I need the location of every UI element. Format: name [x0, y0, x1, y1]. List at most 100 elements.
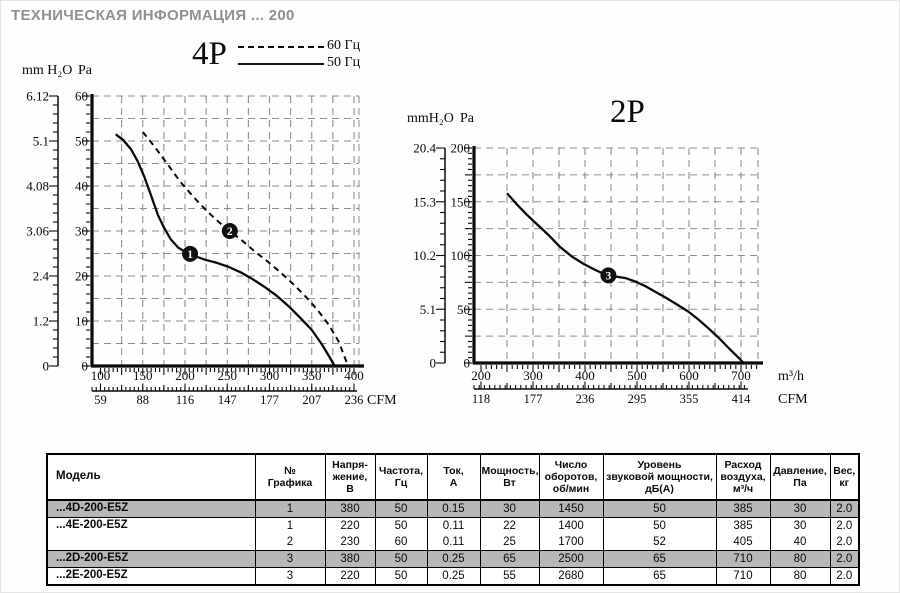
table-row: ...4E-200-E5Z 1 220 50 0.11 22 1400 50 385 30 2.0	[46, 517, 860, 551]
mmh2o-tick-label: 1.2	[33, 314, 49, 329]
cfm-tick-label: 355	[680, 392, 699, 406]
spec-table-body: ...4D-200-E5Z 1 380 50 0.15 30 1450 50 385 30 2.0.…	[46, 499, 860, 585]
table-cell: 60	[374, 534, 428, 551]
cfm-tick-label: 116	[176, 393, 194, 407]
x-tick-label: 200	[175, 368, 195, 383]
table-row: ...4D-200-E5Z 1 380 50 0.15 30 1450 50 385 30 2.0	[46, 499, 860, 518]
curve-solid	[115, 133, 336, 367]
table-cell: 2500	[538, 550, 604, 568]
mmh2o-tick-label: 5.1	[420, 302, 436, 317]
x-tick-label: 600	[679, 368, 699, 383]
table-cell: 2680	[538, 567, 604, 585]
model-cell: ...2E-200-E5Z	[46, 567, 256, 585]
table-cell: 230	[324, 534, 376, 551]
legend-50hz-line	[238, 63, 324, 65]
x-tick-label: 150	[133, 368, 153, 383]
table-cell: 1	[254, 499, 326, 518]
cfm-tick-label: 59	[94, 393, 107, 407]
pa-axis-label-4p: Pa	[78, 63, 92, 78]
curve-marker	[221, 223, 238, 239]
x-tick-label: 300	[523, 368, 543, 383]
model-cell: ...4D-200-E5Z	[46, 499, 256, 518]
table-cell: 380	[324, 550, 376, 568]
table-cell: 0.11	[426, 534, 481, 551]
curve-dashed	[142, 131, 350, 367]
x-tick-label: 400	[575, 368, 595, 383]
pa-tick-label: 20	[75, 269, 88, 284]
mmh2o-tick-label: 5.1	[33, 134, 49, 149]
table-cell: 2.0	[829, 517, 860, 534]
header-current: Ток, А	[426, 453, 481, 501]
header-frequency: Частота, Гц	[374, 453, 428, 501]
mmh2o-tick-label: 10.2	[413, 248, 436, 263]
cfm-tick-label: 118	[472, 392, 490, 406]
table-cell: 65	[602, 550, 717, 568]
header-weight: Вес, кг	[829, 453, 860, 501]
table-cell: 1450	[538, 499, 604, 518]
spec-table: Модель № Графика Напря- жение, В Частота…	[46, 453, 860, 586]
table-cell: 385	[715, 517, 771, 534]
cfm-tick-label: 236	[576, 392, 595, 406]
model-cell: ...2D-200-E5Z	[46, 550, 256, 568]
cfm-tick-label: 177	[524, 392, 543, 406]
x-tick-label: 700	[731, 368, 751, 383]
table-cell: 405	[715, 534, 771, 551]
x-tick-label: 350	[302, 368, 322, 383]
curve-marker	[182, 245, 199, 262]
mmh2o-tick-label: 3.06	[26, 224, 49, 239]
model-cell: ...4E-200-E5Z	[46, 517, 256, 551]
header-model: Модель	[46, 453, 256, 501]
table-cell: 30	[769, 499, 831, 518]
mmh2o-tick-label: 4.08	[26, 179, 49, 194]
table-cell: 52	[602, 534, 717, 551]
pa-tick-label: 60	[75, 89, 88, 104]
table-cell: 385	[715, 499, 771, 518]
table-cell: 2	[254, 534, 326, 551]
mmh2o-tick-label: 6.12	[26, 89, 49, 104]
table-cell: 0.15	[426, 499, 481, 518]
pa-tick-label: 30	[75, 224, 88, 239]
table-cell: 40	[769, 534, 831, 551]
mmh2o-tick-label: 2.4	[33, 269, 50, 284]
cfm-tick-label: 414	[732, 392, 752, 406]
cfm-axis-unit: CFM	[778, 392, 808, 407]
pa-tick-label: 200	[451, 141, 471, 156]
pa-tick-label: 100	[451, 248, 471, 263]
table-cell: 22	[479, 517, 540, 534]
table-cell: 0.25	[426, 567, 481, 585]
mmh2o-tick-label: 15.3	[413, 194, 436, 209]
table-cell: 3	[254, 550, 326, 568]
table-cell: 80	[769, 567, 831, 585]
legend-60hz-line	[238, 46, 324, 48]
pa-tick-label: 10	[75, 314, 88, 329]
table-cell: 30	[479, 499, 540, 518]
mmh2o-axis-label-4p: mm H₂O	[22, 63, 73, 78]
curve-marker-label: 3	[606, 270, 612, 282]
table-cell: 50	[602, 517, 717, 534]
header-graph-no: № Графика	[254, 453, 326, 501]
table-cell: 220	[324, 567, 376, 585]
header-row: Модель № Графика Напря- жение, В Частота…	[46, 453, 860, 501]
header-pressure: Давление, Па	[769, 453, 831, 501]
table-cell: 710	[715, 567, 771, 585]
cfm-tick-label: 147	[218, 393, 237, 407]
table-cell: 1400	[538, 517, 604, 534]
x-tick-label: 250	[218, 368, 238, 383]
table-cell: 380	[324, 499, 376, 518]
curve-marker	[600, 267, 617, 284]
cfm-tick-label: 177	[260, 393, 279, 407]
table-cell: 2.0	[829, 499, 860, 518]
table-cell: 65	[479, 550, 540, 568]
curve-marker-label: 1	[187, 249, 193, 261]
table-row: ...2E-200-E5Z 3 220 50 0.25 55 2680 65 710 80 2.0	[46, 567, 860, 585]
pa-tick-label: 50	[457, 302, 470, 317]
table-cell: 25	[479, 534, 540, 551]
x-tick-label: 100	[91, 368, 111, 383]
table-cell: 1700	[538, 534, 604, 551]
pa-axis-label-2p: Pa	[460, 111, 474, 126]
table-cell: 0.11	[426, 517, 481, 534]
cfm-tick-label: 88	[137, 393, 150, 407]
mmh2o-tick-label: 0	[430, 356, 437, 371]
